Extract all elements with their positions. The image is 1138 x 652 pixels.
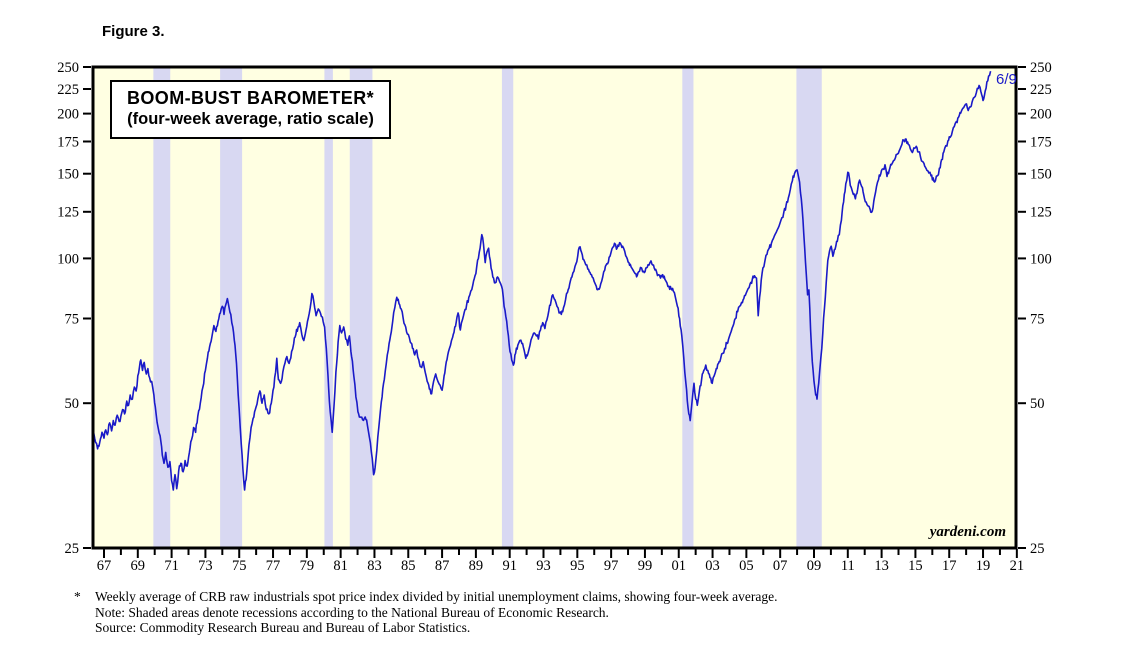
y-axis-label-left: 225 — [57, 82, 79, 98]
x-axis-label: 15 — [908, 558, 923, 574]
chart-title: BOOM-BUST BAROMETER* — [127, 88, 374, 108]
y-axis-label-left: 50 — [65, 396, 80, 412]
x-axis-label: 87 — [435, 558, 450, 574]
x-axis-label: 71 — [164, 558, 179, 574]
x-axis-label: 01 — [672, 558, 687, 574]
recession-band — [349, 68, 373, 547]
figure-label: Figure 3. — [102, 23, 165, 40]
x-axis-label: 05 — [739, 558, 754, 574]
x-axis-label: 93 — [536, 558, 551, 574]
y-axis-label-left: 25 — [65, 541, 80, 557]
y-axis-label-right: 100 — [1030, 251, 1052, 267]
x-axis-label: 03 — [705, 558, 720, 574]
footnote-line2: Note: Shaded areas denote recessions acc… — [95, 604, 609, 620]
y-axis-label-right: 225 — [1030, 82, 1052, 98]
y-axis-label-left: 150 — [57, 167, 79, 183]
y-axis-label-left: 100 — [57, 251, 79, 267]
footnote-asterisk: * — [74, 589, 81, 604]
series-line — [92, 71, 992, 491]
x-axis-label: 95 — [570, 558, 585, 574]
chart-title-box: BOOM-BUST BAROMETER* (four-week average,… — [110, 80, 391, 140]
x-axis-label: 13 — [874, 558, 889, 574]
y-axis-label-right: 250 — [1030, 60, 1052, 76]
last-point-label: 6/9 — [996, 71, 1017, 88]
y-axis-label-left: 125 — [57, 205, 79, 221]
y-axis-label-right: 200 — [1030, 107, 1052, 123]
x-axis-label: 19 — [976, 558, 991, 574]
x-axis-label: 89 — [469, 558, 484, 574]
recession-band — [324, 68, 333, 547]
x-axis-label: 67 — [97, 558, 112, 574]
x-axis-label: 83 — [367, 558, 382, 574]
y-axis-label-right: 125 — [1030, 205, 1052, 221]
y-axis-label-left: 75 — [65, 311, 80, 327]
recession-band — [501, 68, 514, 547]
y-axis-label-right: 75 — [1030, 311, 1045, 327]
x-axis-label: 99 — [638, 558, 653, 574]
footnotes: * Weekly average of CRB raw industrials … — [74, 589, 1054, 636]
watermark: yardeni.com — [929, 524, 1006, 540]
recession-band — [220, 68, 243, 547]
x-axis-label: 09 — [807, 558, 822, 574]
x-axis-label: 91 — [502, 558, 517, 574]
x-axis-label: 81 — [333, 558, 348, 574]
x-axis-label: 79 — [300, 558, 315, 574]
footnote-line1: Weekly average of CRB raw industrials sp… — [95, 589, 778, 604]
x-axis-label: 77 — [266, 558, 281, 574]
x-axis-label: 21 — [1010, 558, 1025, 574]
x-axis-label: 17 — [942, 558, 957, 574]
x-axis-label: 75 — [232, 558, 247, 574]
x-axis-label: 73 — [198, 558, 213, 574]
x-axis-label: 97 — [604, 558, 619, 574]
y-axis-label-left: 175 — [57, 134, 79, 150]
recession-band — [153, 68, 171, 547]
x-axis-label: 07 — [773, 558, 788, 574]
plot-border — [91, 65, 1018, 550]
y-axis-label-right: 175 — [1030, 134, 1052, 150]
x-axis-label: 11 — [841, 558, 855, 574]
x-axis-label: 69 — [131, 558, 146, 574]
y-axis-label-right: 150 — [1030, 167, 1052, 183]
y-axis-label-right: 25 — [1030, 541, 1045, 557]
recession-band — [682, 68, 694, 547]
x-axis-label: 85 — [401, 558, 416, 574]
y-axis-label-right: 50 — [1030, 396, 1045, 412]
footnote-line3: Source: Commodity Research Bureau and Bu… — [95, 620, 471, 635]
chart-subtitle: (four-week average, ratio scale) — [127, 110, 374, 129]
y-axis-label-left: 250 — [57, 60, 79, 76]
y-axis-label-left: 200 — [57, 107, 79, 123]
